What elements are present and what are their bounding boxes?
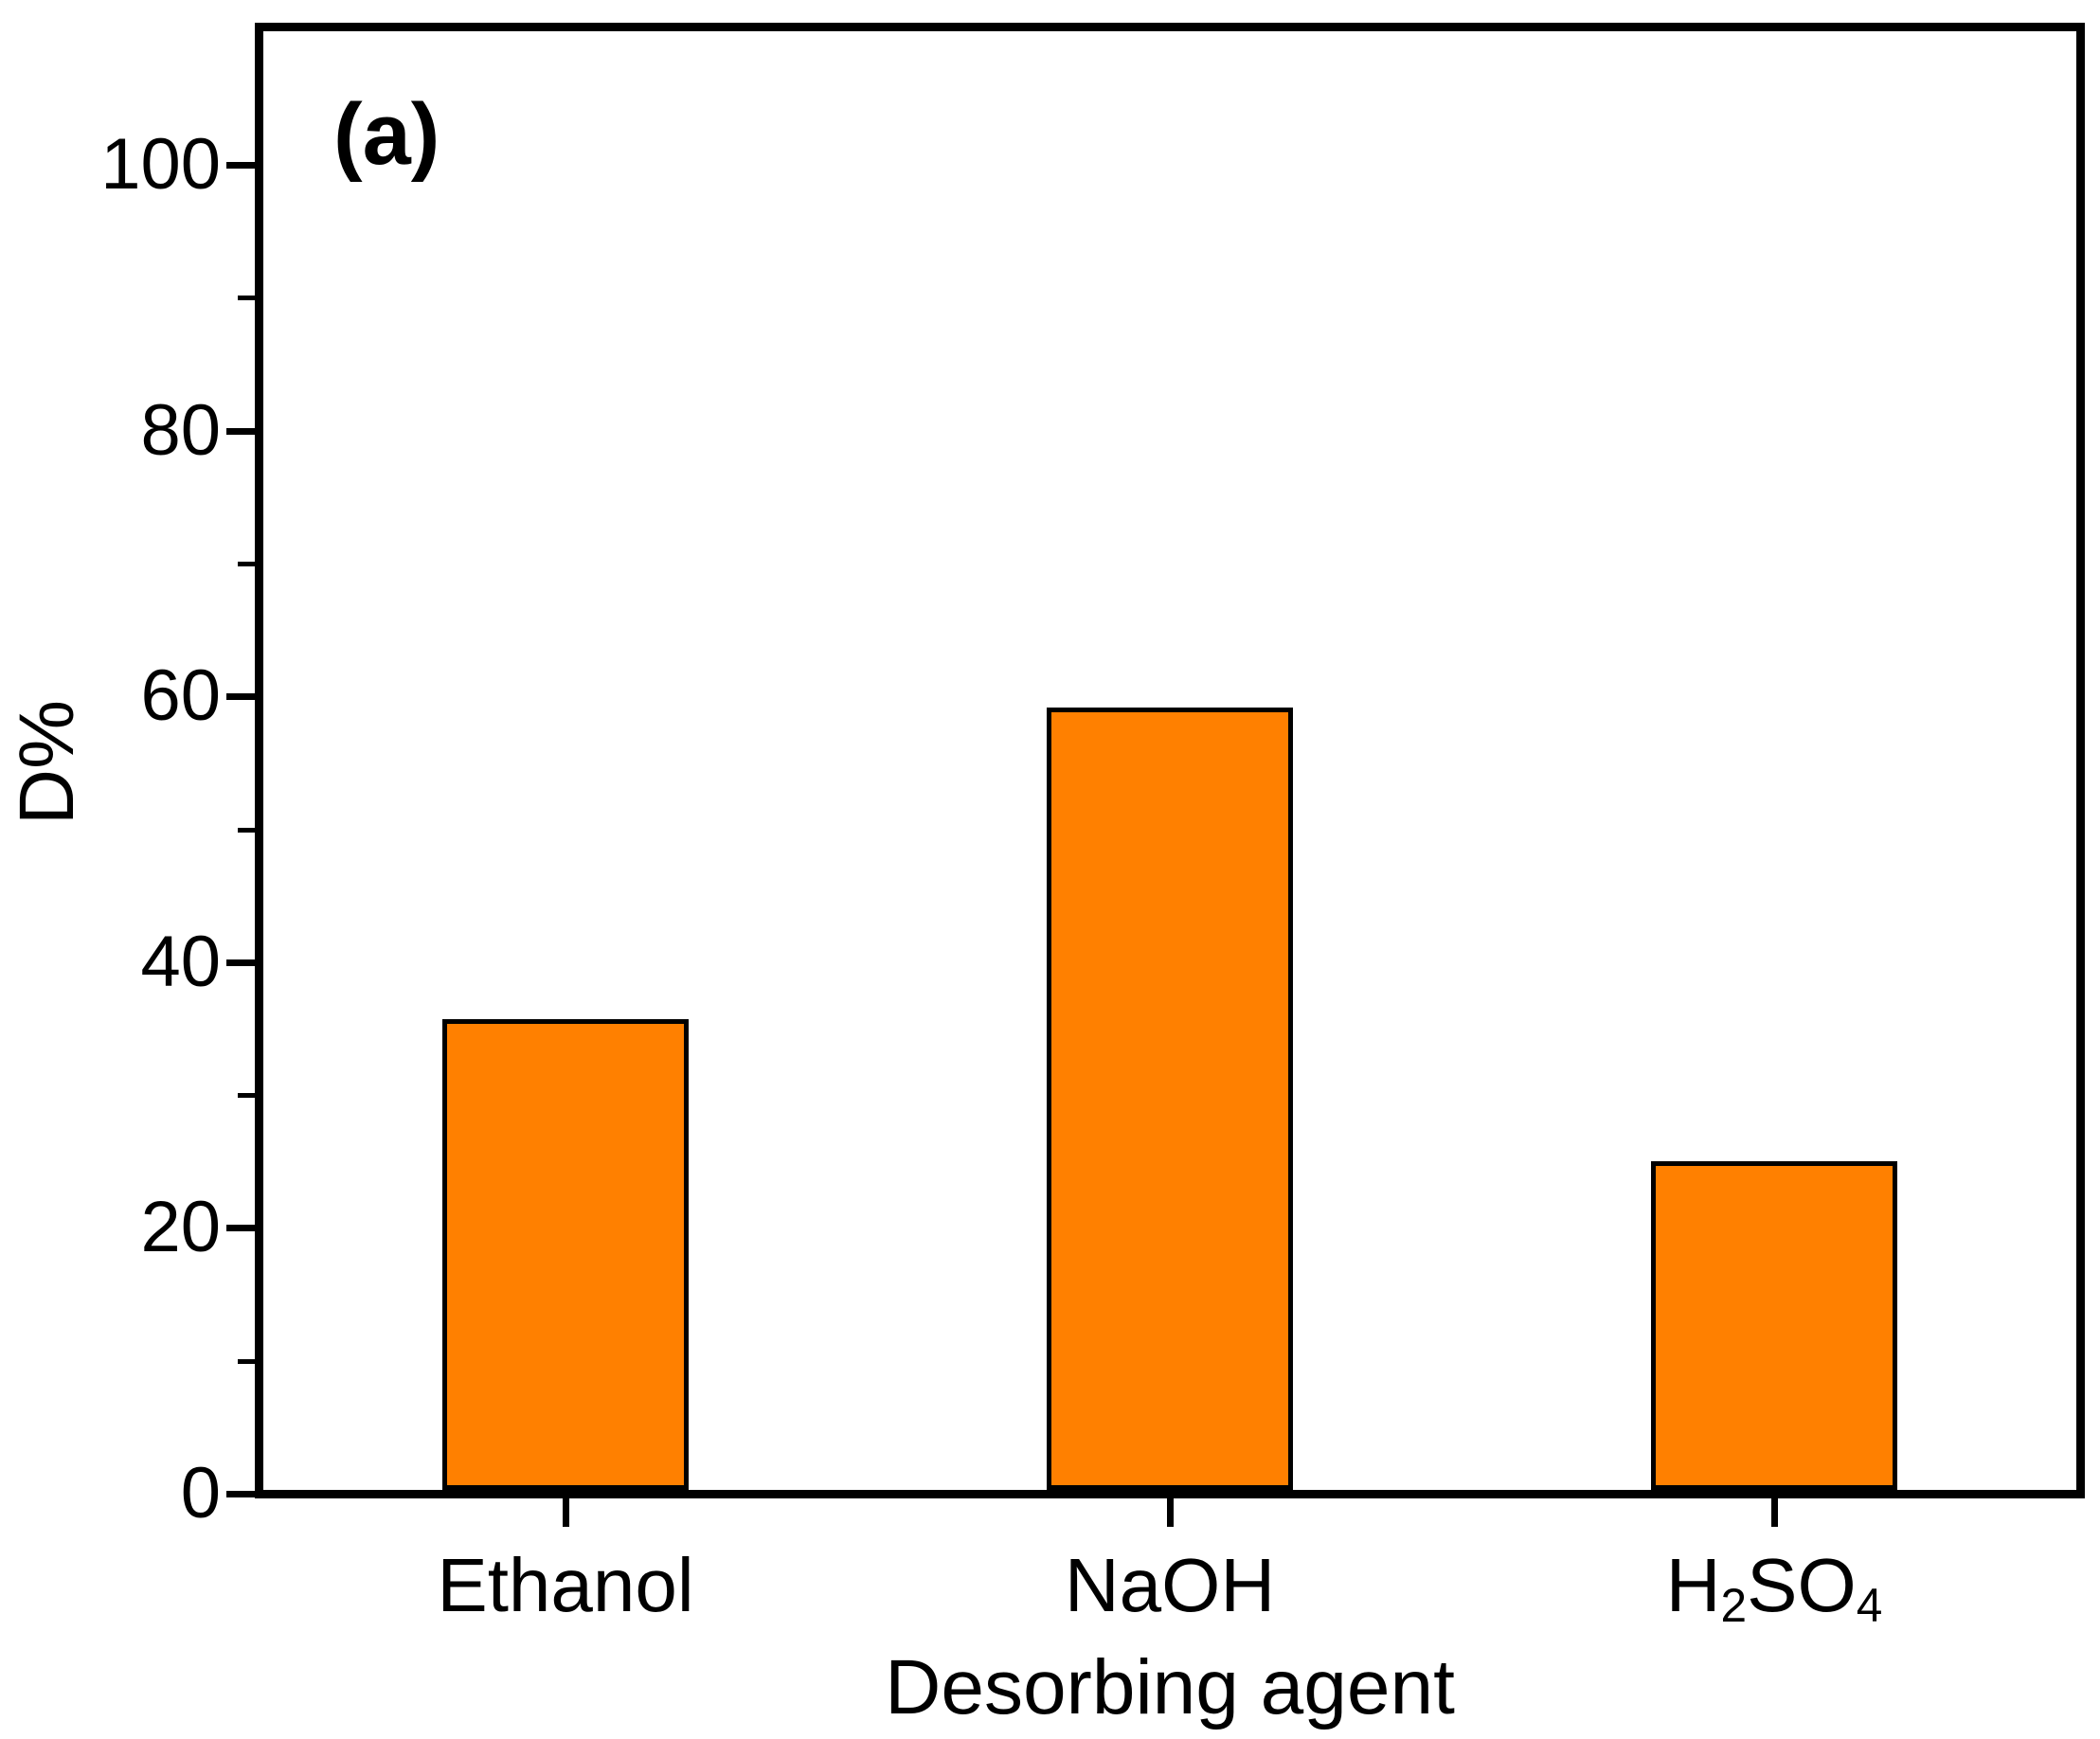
plot-frame <box>255 23 2085 1498</box>
x-category-label-naoh: NaOH <box>1064 1543 1276 1627</box>
bar-h2so4 <box>1651 1161 1897 1490</box>
y-major-tick <box>226 959 255 966</box>
plot-area <box>263 31 2076 1490</box>
y-tick-label: 20 <box>140 1187 221 1267</box>
y-minor-tick <box>238 828 255 833</box>
panel-label: (a) <box>333 86 440 183</box>
y-major-tick <box>226 693 255 700</box>
x-category-label-h2so4: H2SO4 <box>1665 1543 1883 1632</box>
y-major-tick <box>226 1225 255 1231</box>
bar-ethanol <box>442 1019 689 1490</box>
y-axis-title: D% <box>4 699 90 826</box>
y-minor-tick <box>238 1359 255 1364</box>
y-major-tick <box>226 428 255 435</box>
x-category-label-ethanol: Ethanol <box>437 1543 694 1627</box>
y-tick-label: 60 <box>140 655 221 736</box>
x-major-tick <box>563 1498 569 1527</box>
y-minor-tick <box>238 296 255 300</box>
y-minor-tick <box>238 1093 255 1098</box>
y-tick-label: 0 <box>180 1453 221 1533</box>
x-major-tick <box>1771 1498 1778 1527</box>
y-major-tick <box>226 1491 255 1497</box>
y-tick-label: 100 <box>100 124 221 205</box>
y-major-tick <box>226 162 255 169</box>
x-axis-title: Desorbing agent <box>885 1644 1455 1730</box>
y-minor-tick <box>238 562 255 566</box>
y-tick-label: 40 <box>140 922 221 1002</box>
y-tick-label: 80 <box>140 390 221 471</box>
x-major-tick <box>1167 1498 1174 1527</box>
bar-naoh <box>1047 708 1293 1490</box>
